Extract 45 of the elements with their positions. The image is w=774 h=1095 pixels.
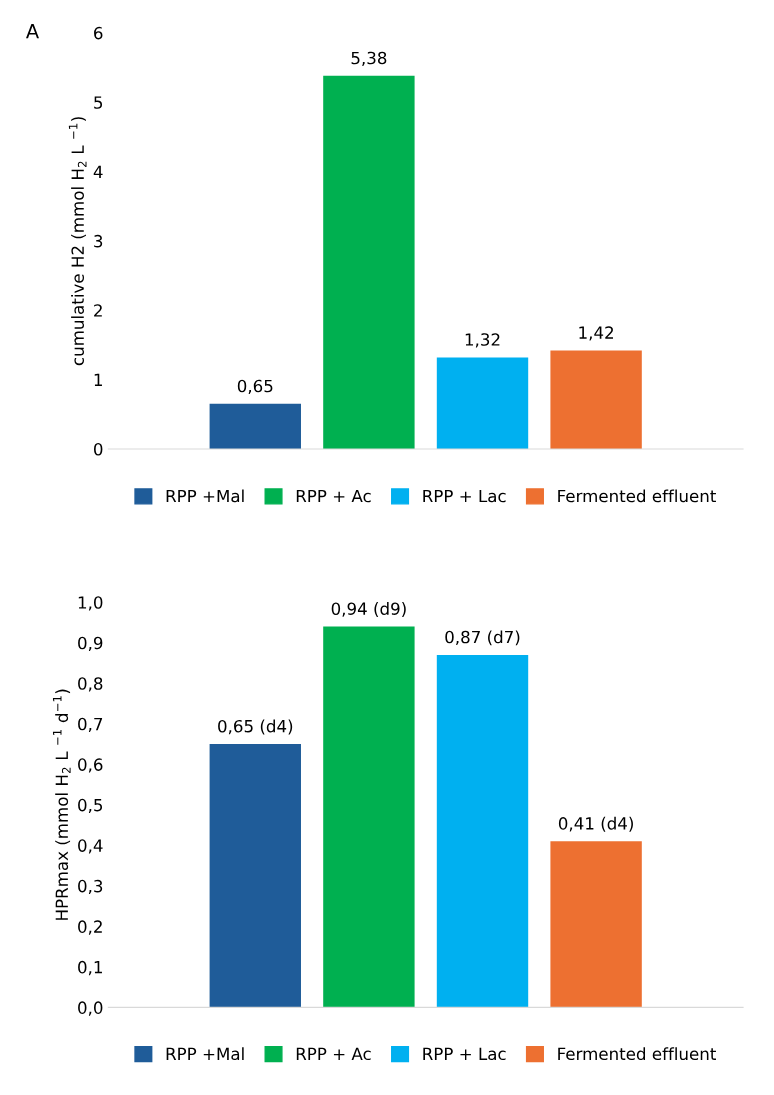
bar (209, 403, 301, 449)
data-label: 0,41 (d4) (558, 816, 633, 832)
y-tick-label: 1 (94, 373, 102, 386)
y-tick-label: 1,0 (78, 596, 103, 611)
data-label: 0,65 (d4) (218, 719, 293, 735)
data-label: 5,38 (351, 51, 387, 66)
y-tick-label: 0,2 (78, 920, 102, 935)
text: A (26, 24, 39, 39)
data-label: 0,87 (d7) (445, 630, 520, 646)
y-axis-title: HPRmax (mmol H$_{2}$ L $^{−1}$ d$^{−1}$) (52, 689, 71, 920)
y-tick-label: 2 (94, 304, 102, 317)
data-label: 1,42 (579, 326, 613, 341)
y-tick-label: 4 (93, 165, 103, 178)
data-label: 1,32 (465, 333, 500, 348)
legend-label: RPP + Ac (296, 489, 371, 503)
y-tick-label: 0,5 (78, 798, 103, 814)
bar (550, 841, 642, 1008)
y-tick-label: 0 (93, 442, 103, 456)
legend-label: Fermented effluent (558, 1047, 716, 1061)
bar (323, 75, 415, 449)
legend-label: RPP + Lac (423, 489, 506, 503)
bar (436, 357, 529, 449)
y-tick-label: 0,1 (78, 960, 102, 976)
data-label: 0,65 (237, 379, 273, 395)
y-tick-label: 0,7 (78, 717, 103, 733)
y-tick-label: 0,9 (78, 636, 103, 652)
y-tick-label: 0,6 (78, 758, 103, 773)
y-tick-label: 0,3 (78, 879, 103, 895)
y-tick-label: 0,0 (78, 1001, 103, 1016)
bar (323, 626, 415, 1008)
y-axis-title: cumulative H2 (mmol H$_{2}$ L $^{−1}$) (68, 117, 87, 366)
data-label: 0,94 (d9) (331, 602, 406, 617)
bar (209, 744, 301, 1008)
legend-label: RPP + Ac (296, 1047, 371, 1061)
legend-label: RPP + Lac (423, 1047, 506, 1061)
bar (550, 350, 642, 449)
y-tick-label: 0,4 (78, 839, 103, 854)
bar (436, 654, 529, 1008)
y-tick-label: 5 (94, 96, 103, 109)
y-tick-label: 6 (94, 26, 103, 40)
legend-label: Fermented effluent (558, 489, 716, 503)
y-tick-label: 3 (94, 234, 103, 248)
legend-label: RPP +Mal (166, 489, 244, 503)
y-tick-label: 0,8 (78, 677, 103, 692)
legend-label: RPP +Mal (166, 1047, 244, 1061)
